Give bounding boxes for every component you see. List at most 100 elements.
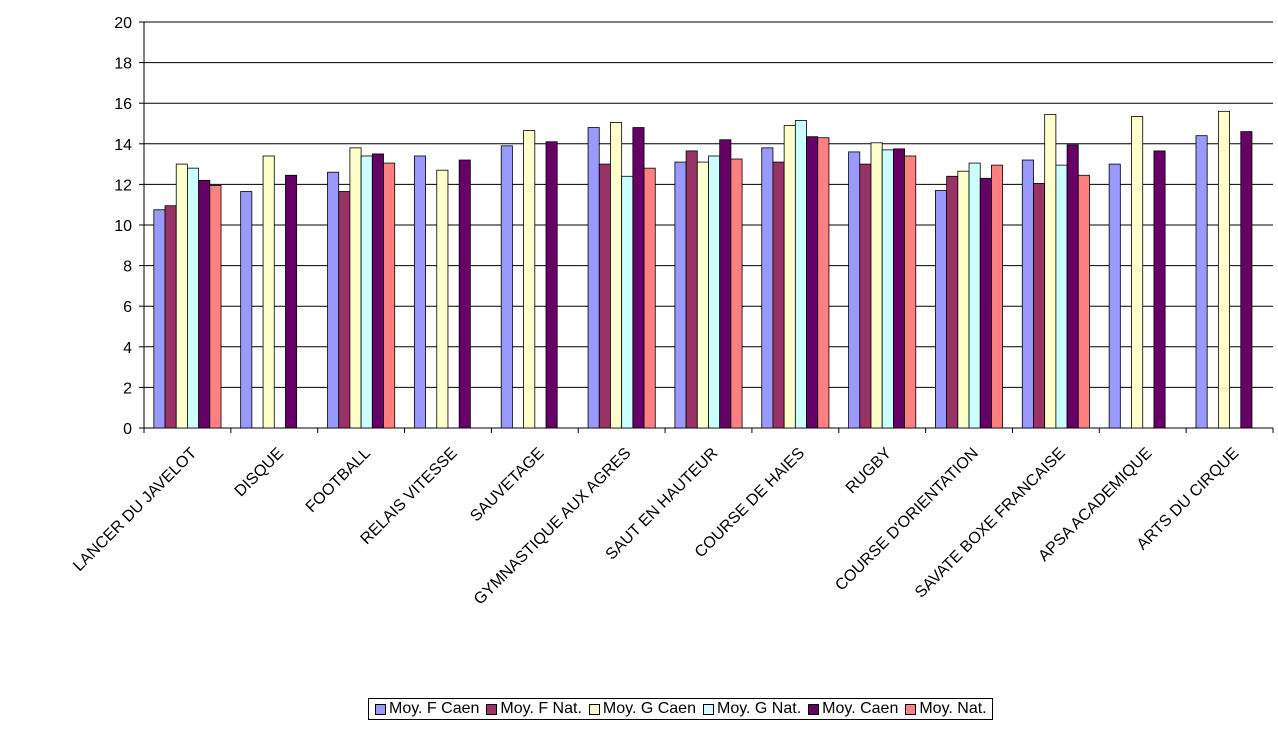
y-tick-label: 18 [114,56,132,73]
legend-swatch [589,704,600,715]
bar [339,192,350,428]
x-tick-label: RELAIS VITESSE [358,445,461,548]
bar [720,140,731,428]
bar [958,171,969,428]
bar [176,164,187,428]
bar [1154,151,1165,428]
bar [546,142,557,428]
legend-item: Moy. G Caen [589,700,696,718]
x-tick-label: SAVATE BOXE FRANCAISE [912,445,1069,602]
bar [795,120,806,428]
bar [1022,160,1033,428]
y-tick-label: 16 [114,96,132,113]
legend-item: Moy. F Caen [375,700,479,718]
bar [384,163,395,428]
bar [1218,111,1229,428]
legend-label: Moy. G Caen [603,700,696,718]
bar [1196,136,1207,428]
bar [882,150,893,428]
bar [731,159,742,428]
y-tick-label: 6 [123,299,132,316]
legend-swatch [486,704,497,715]
x-tick-label: DISQUE [232,445,287,500]
bar [1078,175,1089,428]
y-tick-label: 2 [123,380,132,397]
bar [372,154,383,428]
legend-item: Moy. Caen [808,700,898,718]
x-tick-label: GYMNASTIQUE AUX AGRES [471,445,635,609]
legend-label: Moy. Nat. [919,700,986,718]
bar [935,190,946,428]
y-tick-label: 14 [114,137,132,154]
legend-item: Moy. Nat. [905,700,986,718]
x-tick-label: SAUVETAGE [467,445,547,525]
x-tick-label: RUGBY [843,445,895,497]
bar [437,170,448,428]
x-tick-label: COURSE D'ORIENTATION [832,445,982,595]
bar [1067,145,1078,428]
bar [165,206,176,428]
bar [459,160,470,428]
bar [644,168,655,428]
bar [210,185,221,428]
bar [263,156,274,428]
legend-label: Moy. Caen [822,700,898,718]
y-tick-label: 10 [114,218,132,235]
bar [784,126,795,428]
y-tick-label: 8 [123,259,132,276]
bar [893,149,904,428]
bar [807,137,818,428]
bar [350,148,361,428]
bar [1109,164,1120,428]
bar [969,163,980,428]
legend: Moy. F Caen Moy. F Nat. Moy. G Caen Moy. G … [368,698,993,720]
bar [610,122,621,428]
bar [860,164,871,428]
y-tick-label: 12 [114,177,132,194]
bar [524,131,535,428]
bar [849,152,860,428]
bar [187,168,198,428]
bar [154,210,165,428]
bar [285,175,296,428]
bar [686,151,697,428]
legend-swatch [375,704,386,715]
x-tick-label: LANCER DU JAVELOT [70,445,200,575]
legend-swatch [703,704,714,715]
bar [1241,132,1252,428]
bar [1045,114,1056,428]
bar [361,156,372,428]
bar [675,162,686,428]
y-tick-label: 0 [123,421,132,438]
legend-swatch [905,704,916,715]
bar [199,180,210,428]
legend-label: Moy. F Caen [389,700,479,718]
bar [818,138,829,428]
bar [773,162,784,428]
bar [622,176,633,428]
bar [1132,116,1143,428]
bar [697,162,708,428]
bar [599,164,610,428]
legend-label: Moy. F Nat. [500,700,582,718]
y-tick-label: 20 [114,15,132,32]
bar [947,176,958,428]
bar [241,192,252,428]
legend-label: Moy. G Nat. [717,700,801,718]
bar [709,156,720,428]
bar [905,156,916,428]
bar [588,128,599,428]
bar [328,172,339,428]
x-tick-label: FOOTBALL [303,445,374,516]
bar [991,165,1002,428]
bar [633,128,644,428]
bar [501,146,512,428]
legend-item: Moy. G Nat. [703,700,801,718]
bar [1033,183,1044,428]
legend-item: Moy. F Nat. [486,700,582,718]
bar [1056,165,1067,428]
legend-swatch [808,704,819,715]
bar [980,178,991,428]
